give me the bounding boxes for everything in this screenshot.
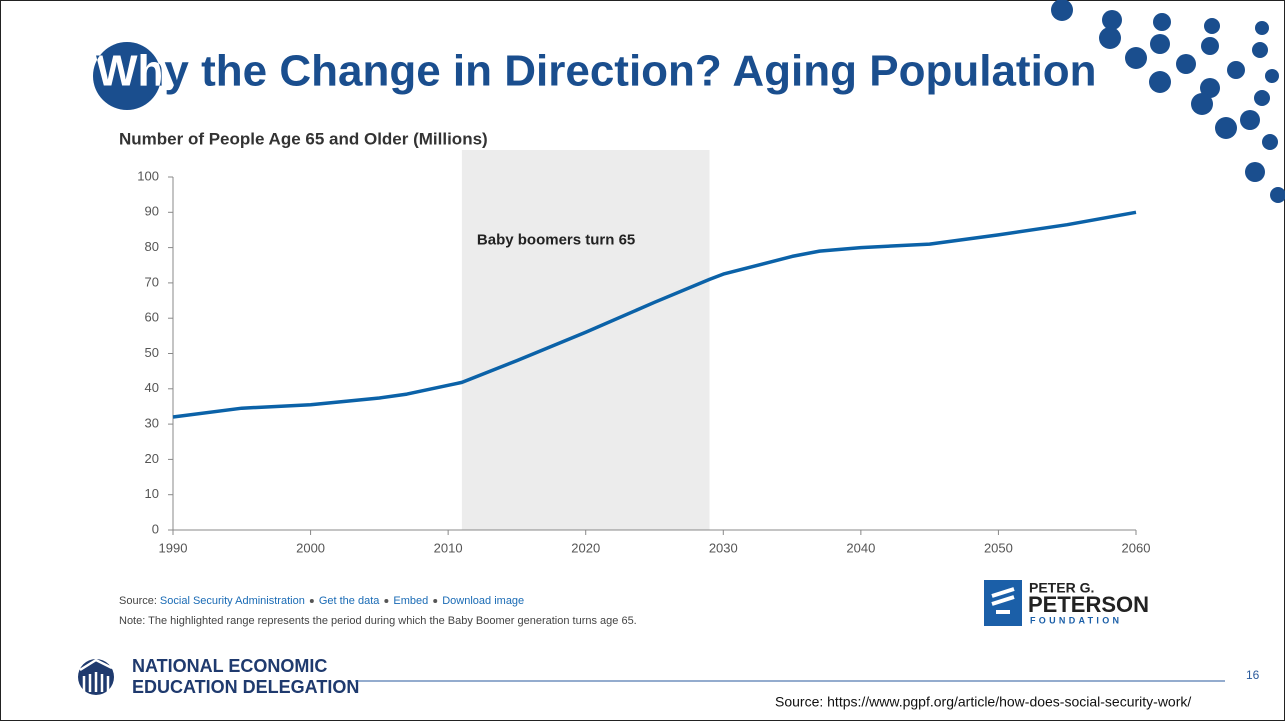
y-tick-label: 100 [137, 168, 159, 183]
logo-line: EDUCATION DELEGATION [132, 677, 359, 697]
source-link[interactable]: Embed [393, 595, 428, 607]
x-tick-label: 2000 [296, 540, 325, 555]
logo-line: NATIONAL ECONOMIC [132, 656, 327, 676]
y-tick-label: 60 [145, 310, 159, 325]
x-tick-label: 2020 [571, 540, 600, 555]
page-number: 16 [1246, 668, 1260, 682]
peterson-logo: PETER G. PETERSON FOUNDATION [984, 580, 1149, 626]
y-tick-label: 40 [145, 380, 159, 395]
x-tick-label: 2030 [709, 540, 738, 555]
x-tick-label: 2040 [846, 540, 875, 555]
source-link[interactable]: Download image [442, 595, 524, 607]
logo-mark [984, 580, 1022, 626]
logo-line: PETERSON [1028, 592, 1149, 617]
source-link[interactable]: Social Security Administration [160, 595, 305, 607]
data-line [172, 210, 1137, 419]
y-tick-label: 20 [145, 451, 159, 466]
y-tick-label: 0 [152, 521, 159, 536]
logo-flame [991, 587, 1015, 614]
source-label: Source: [119, 595, 157, 607]
x-tick-label: 2010 [434, 540, 463, 555]
title-circle [93, 42, 161, 110]
source-separator [384, 599, 389, 603]
y-tick-label: 30 [145, 416, 159, 431]
chart-title: Number of People Age 65 and Older (Milli… [119, 129, 488, 148]
x-tick-label: 1990 [159, 540, 188, 555]
y-tick-label: 10 [145, 486, 159, 501]
y-tick-label: 50 [145, 345, 159, 360]
chart-source: Source: Social Security Administration Get… [119, 595, 524, 607]
decor-dots [1051, 0, 1285, 203]
source-separator [433, 599, 438, 603]
source-link[interactable]: Get the data [319, 595, 380, 607]
plot: Baby boomers turn 6501020304050607080901… [137, 150, 1150, 555]
y-tick-label: 80 [145, 239, 159, 254]
y-tick-label: 70 [145, 274, 159, 289]
chart-note: Note: The highlighted range represents t… [119, 615, 637, 627]
source-separator [309, 599, 314, 603]
slide-title-highlight: Why the Change in Direction? Aging Popul… [96, 47, 1097, 96]
highlight-range [461, 150, 710, 530]
x-tick-label: 2050 [984, 540, 1013, 555]
logo-line: PETER G. [1029, 580, 1094, 596]
footer-source: Source: https://www.pgpf.org/article/how… [775, 694, 1191, 710]
x-tick-label: 2060 [1122, 540, 1151, 555]
logo-line: FOUNDATION [1030, 615, 1122, 625]
y-tick-label: 90 [145, 204, 159, 219]
slide-title: Why the Change in Direction? Aging Popul… [96, 47, 1097, 96]
need-logo: NATIONAL ECONOMIC EDUCATION DELEGATION [78, 656, 359, 697]
highlight-label: Baby boomers turn 65 [477, 232, 635, 249]
